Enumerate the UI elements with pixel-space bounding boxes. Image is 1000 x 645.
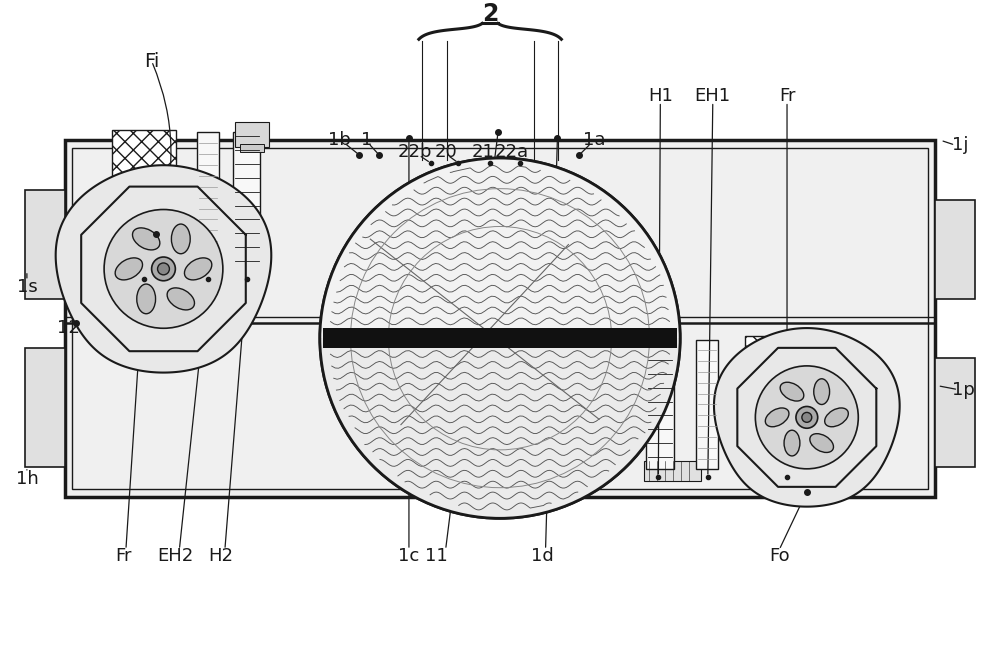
Text: 1h: 1h	[16, 470, 38, 488]
Ellipse shape	[184, 258, 212, 280]
Bar	[112, 130, 176, 281]
Ellipse shape	[814, 379, 830, 404]
Text: 2: 2	[482, 1, 498, 26]
Circle shape	[104, 210, 223, 328]
Bar	[72, 148, 928, 489]
Text: 22b: 22b	[398, 143, 432, 161]
Bar	[233, 132, 260, 273]
Circle shape	[320, 158, 680, 519]
Ellipse shape	[167, 288, 194, 310]
Text: 21: 21	[472, 143, 495, 161]
Bar	[935, 358, 975, 467]
Text: 1p: 1p	[952, 381, 975, 399]
Text: 12: 12	[57, 319, 79, 337]
Text: 1b: 1b	[328, 131, 351, 149]
Ellipse shape	[780, 382, 804, 401]
Text: Fi: Fi	[144, 52, 159, 70]
Circle shape	[158, 263, 169, 275]
Circle shape	[152, 257, 175, 281]
Ellipse shape	[137, 284, 156, 313]
Bar	[240, 144, 264, 152]
Ellipse shape	[132, 228, 160, 250]
Ellipse shape	[825, 408, 848, 427]
Text: 20: 20	[434, 143, 457, 161]
Wedge shape	[320, 158, 680, 338]
Bar	[197, 132, 219, 273]
Text: 1c: 1c	[398, 547, 420, 565]
Bar	[25, 348, 65, 467]
Text: 1d: 1d	[531, 547, 554, 565]
Bar	[696, 340, 718, 469]
Bar	[745, 336, 827, 471]
Text: 1: 1	[361, 131, 372, 149]
Text: 11: 11	[425, 547, 448, 565]
Text: 22a: 22a	[495, 143, 529, 161]
Text: H2: H2	[208, 547, 233, 565]
Bar	[644, 461, 701, 481]
Ellipse shape	[810, 433, 833, 453]
Bar	[235, 123, 269, 147]
Bar	[935, 199, 975, 299]
Bar	[323, 328, 677, 348]
Text: 1a: 1a	[583, 131, 605, 149]
Bar	[65, 140, 935, 497]
Ellipse shape	[171, 224, 190, 253]
Ellipse shape	[784, 430, 800, 456]
Text: Fo: Fo	[769, 547, 789, 565]
Text: EH1: EH1	[695, 86, 731, 104]
Text: 1s: 1s	[17, 278, 37, 295]
Bar	[25, 190, 65, 299]
Text: H1: H1	[648, 86, 673, 104]
Text: Fr: Fr	[116, 547, 132, 565]
Circle shape	[802, 412, 812, 422]
Ellipse shape	[765, 408, 789, 427]
Polygon shape	[56, 165, 271, 373]
Polygon shape	[714, 328, 900, 506]
Text: Fr: Fr	[779, 86, 795, 104]
Wedge shape	[320, 338, 680, 519]
Circle shape	[755, 366, 858, 469]
Text: 1j: 1j	[952, 136, 968, 154]
Text: EH2: EH2	[157, 547, 193, 565]
Ellipse shape	[115, 258, 143, 280]
Circle shape	[796, 406, 818, 428]
Bar	[646, 340, 674, 469]
